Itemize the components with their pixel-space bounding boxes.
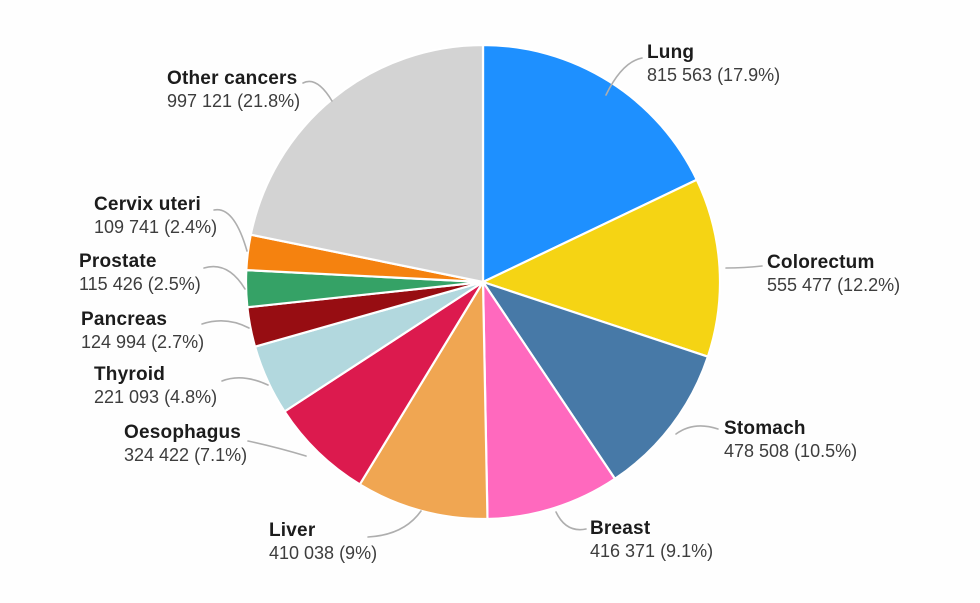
leader-line-thyroid xyxy=(221,377,269,386)
label-pancreas-name: Pancreas xyxy=(81,309,168,330)
label-thyroid-name: Thyroid xyxy=(94,364,166,385)
leader-line-lung xyxy=(605,57,643,96)
leader-line-prostate xyxy=(203,265,246,290)
leader-line-oesophagus xyxy=(247,440,307,457)
leader-line-colorectum xyxy=(725,265,763,269)
label-liver-name: Liver xyxy=(269,520,316,541)
pie-slice-other-cancers xyxy=(249,43,485,284)
label-oesophagus-name: Oesophagus xyxy=(124,422,242,443)
leader-line-pancreas xyxy=(201,320,250,329)
label-colorectum: Colorectum 555 477 (12.2%) xyxy=(767,252,900,296)
label-other-cancers: Other cancers 997 121 (21.8%) xyxy=(167,68,300,112)
label-thyroid: Thyroid 221 093 (4.8%) xyxy=(94,364,217,408)
label-stomach-name: Stomach xyxy=(724,418,806,439)
label-cervix-uteri-name: Cervix uteri xyxy=(94,194,201,215)
label-liver: Liver 410 038 (9%) xyxy=(269,520,377,564)
leader-line-other-cancers xyxy=(302,80,333,102)
label-other-cancers-value: 997 121 (21.8%) xyxy=(167,91,301,111)
label-cervix-uteri: Cervix uteri 109 741 (2.4%) xyxy=(94,194,217,238)
leader-line-cervix-uteri xyxy=(213,208,248,252)
label-pancreas-value: 124 994 (2.7%) xyxy=(81,332,205,352)
leader-line-breast xyxy=(555,511,587,531)
label-liver-value: 410 038 (9%) xyxy=(269,543,378,563)
label-prostate-name: Prostate xyxy=(79,251,157,272)
label-stomach-value: 478 508 (10.5%) xyxy=(724,441,858,461)
label-pancreas: Pancreas 124 994 (2.7%) xyxy=(81,309,204,353)
label-stomach: Stomach 478 508 (10.5%) xyxy=(724,418,857,462)
leader-line-stomach xyxy=(675,425,719,435)
label-cervix-uteri-value: 109 741 (2.4%) xyxy=(94,217,218,237)
label-breast-name: Breast xyxy=(590,518,651,539)
label-lung: Lung 815 563 (17.9%) xyxy=(647,42,780,86)
label-breast: Breast 416 371 (9.1%) xyxy=(590,518,713,562)
label-oesophagus-value: 324 422 (7.1%) xyxy=(124,445,248,465)
leader-line-liver xyxy=(367,510,422,538)
pie-slice-lung xyxy=(481,43,698,284)
label-other-cancers-name: Other cancers xyxy=(167,68,298,89)
label-oesophagus: Oesophagus 324 422 (7.1%) xyxy=(124,422,247,466)
label-prostate: Prostate 115 426 (2.5%) xyxy=(79,251,201,295)
label-lung-name: Lung xyxy=(647,42,695,63)
label-breast-value: 416 371 (9.1%) xyxy=(590,541,714,561)
pie-slice-colorectum xyxy=(481,178,722,358)
label-colorectum-value: 555 477 (12.2%) xyxy=(767,275,901,295)
label-prostate-value: 115 426 (2.5%) xyxy=(79,274,201,294)
leader-lines xyxy=(201,57,763,538)
pie-slice-breast xyxy=(481,280,617,521)
label-colorectum-name: Colorectum xyxy=(767,252,875,273)
label-lung-value: 815 563 (17.9%) xyxy=(647,65,781,85)
label-thyroid-value: 221 093 (4.8%) xyxy=(94,387,218,407)
pie-slice-stomach xyxy=(481,280,710,480)
pie-slice-oesophagus xyxy=(283,280,485,486)
